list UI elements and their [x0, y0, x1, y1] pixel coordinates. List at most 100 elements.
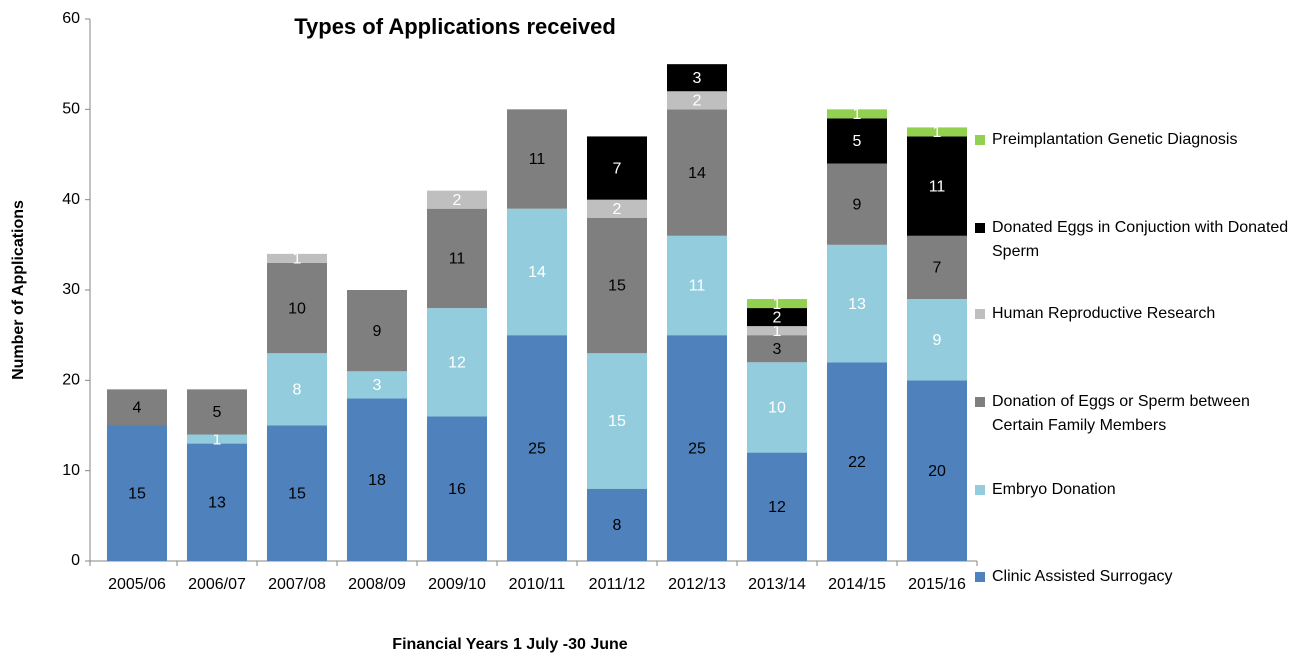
- legend-label: Embryo Donation: [992, 481, 1116, 498]
- value-label: 2: [453, 192, 462, 209]
- x-axis-label: Financial Years 1 July -30 June: [392, 636, 627, 653]
- bar-segment: [907, 380, 967, 561]
- bar-segment: [267, 425, 327, 561]
- bar-segment: [587, 199, 647, 218]
- legend-swatch: [975, 223, 985, 233]
- bar-segment: [187, 443, 247, 561]
- value-label: 1: [853, 106, 862, 123]
- bar-segment: [827, 163, 887, 245]
- value-label: 14: [688, 165, 706, 182]
- bar-segment: [267, 353, 327, 426]
- bar-segment: [747, 335, 807, 363]
- value-label: 18: [368, 472, 386, 489]
- y-tick-label: 60: [62, 10, 80, 27]
- x-tick-label: 2015/16: [908, 576, 966, 593]
- x-tick-label: 2009/10: [428, 576, 486, 593]
- value-label: 4: [133, 400, 142, 417]
- value-label: 3: [693, 70, 702, 87]
- legend-label: Preimplantation Genetic Diagnosis: [992, 131, 1238, 148]
- legend-swatch: [975, 135, 985, 145]
- bar-segment: [667, 335, 727, 561]
- y-tick-label: 30: [62, 281, 80, 298]
- value-label: 15: [608, 278, 626, 295]
- legend-swatch: [975, 572, 985, 582]
- value-label: 12: [448, 354, 466, 371]
- value-label: 2: [773, 309, 782, 326]
- value-label: 1: [773, 323, 782, 340]
- bar-segment: [587, 136, 647, 200]
- bar-segment: [667, 91, 727, 110]
- bar-segment: [427, 208, 487, 309]
- bar-segment: [747, 308, 807, 327]
- chart-title: Types of Applications received: [294, 14, 616, 39]
- bar-segment: [747, 326, 807, 336]
- bar-segment: [907, 127, 967, 137]
- bar-segment: [827, 244, 887, 363]
- value-label: 5: [213, 404, 222, 421]
- legend-label: Clinic Assisted Surrogacy: [992, 568, 1173, 585]
- legend-swatch: [975, 485, 985, 495]
- value-label: 11: [529, 151, 546, 168]
- bar-segment: [907, 136, 967, 236]
- value-label: 25: [528, 440, 546, 457]
- value-label: 1: [213, 431, 222, 448]
- bar-segment: [747, 452, 807, 561]
- value-label: 2: [693, 93, 702, 110]
- bar-segment: [347, 398, 407, 561]
- bar-segment: [507, 208, 567, 336]
- bar-segment: [507, 335, 567, 561]
- bar-segment: [667, 64, 727, 92]
- bar-segment: [827, 118, 887, 164]
- value-label: 15: [128, 485, 146, 502]
- bar-segment: [587, 488, 647, 561]
- value-label: 13: [208, 495, 226, 512]
- y-tick-label: 0: [71, 552, 80, 569]
- bar-segment: [827, 362, 887, 561]
- bar-segment: [107, 425, 167, 561]
- bar-segment: [907, 299, 967, 381]
- value-label: 20: [928, 463, 946, 480]
- value-label: 8: [613, 517, 622, 534]
- bar-segment: [427, 190, 487, 209]
- bar-segment: [907, 235, 967, 300]
- bar-segment: [827, 109, 887, 119]
- y-tick-label: 20: [62, 372, 80, 389]
- value-label: 8: [293, 382, 302, 399]
- x-tick-label: 2005/06: [108, 576, 166, 593]
- legend-item: Embryo Donation: [975, 478, 1290, 502]
- legend-item: Donated Eggs in Conjuction with Donated …: [975, 216, 1290, 264]
- bar-segment: [187, 389, 247, 435]
- bar-segment: [667, 235, 727, 336]
- x-tick-label: 2007/08: [268, 576, 326, 593]
- x-tick-label: 2014/15: [828, 576, 886, 593]
- x-tick-label: 2012/13: [668, 576, 726, 593]
- bar-segment: [267, 253, 327, 263]
- value-label: 10: [288, 300, 306, 317]
- bar-segment: [267, 262, 327, 354]
- x-tick-label: 2006/07: [188, 576, 246, 593]
- y-axis-label: Number of Applications: [10, 200, 27, 380]
- bar-segment: [427, 308, 487, 417]
- value-label: 14: [528, 264, 546, 281]
- value-label: 10: [768, 400, 786, 417]
- bar-segment: [747, 299, 807, 309]
- bar-segment: [107, 389, 167, 426]
- value-label: 2: [613, 201, 622, 218]
- value-label: 5: [853, 133, 862, 150]
- bar-segment: [427, 416, 487, 561]
- value-label: 22: [848, 454, 866, 471]
- legend-label: Donation of Eggs or Sperm between Certai…: [992, 393, 1250, 434]
- bar-segment: [347, 290, 407, 372]
- bar-segment: [187, 434, 247, 444]
- value-label: 11: [929, 178, 946, 195]
- bar-segment: [747, 362, 807, 453]
- value-label: 13: [848, 296, 866, 313]
- legend-item: Human Reproductive Research: [975, 302, 1290, 326]
- legend-item: Clinic Assisted Surrogacy: [975, 565, 1290, 589]
- x-tick-label: 2008/09: [348, 576, 406, 593]
- x-tick-label: 2010/11: [509, 576, 566, 593]
- y-tick-label: 10: [62, 462, 80, 479]
- value-label: 11: [689, 278, 706, 295]
